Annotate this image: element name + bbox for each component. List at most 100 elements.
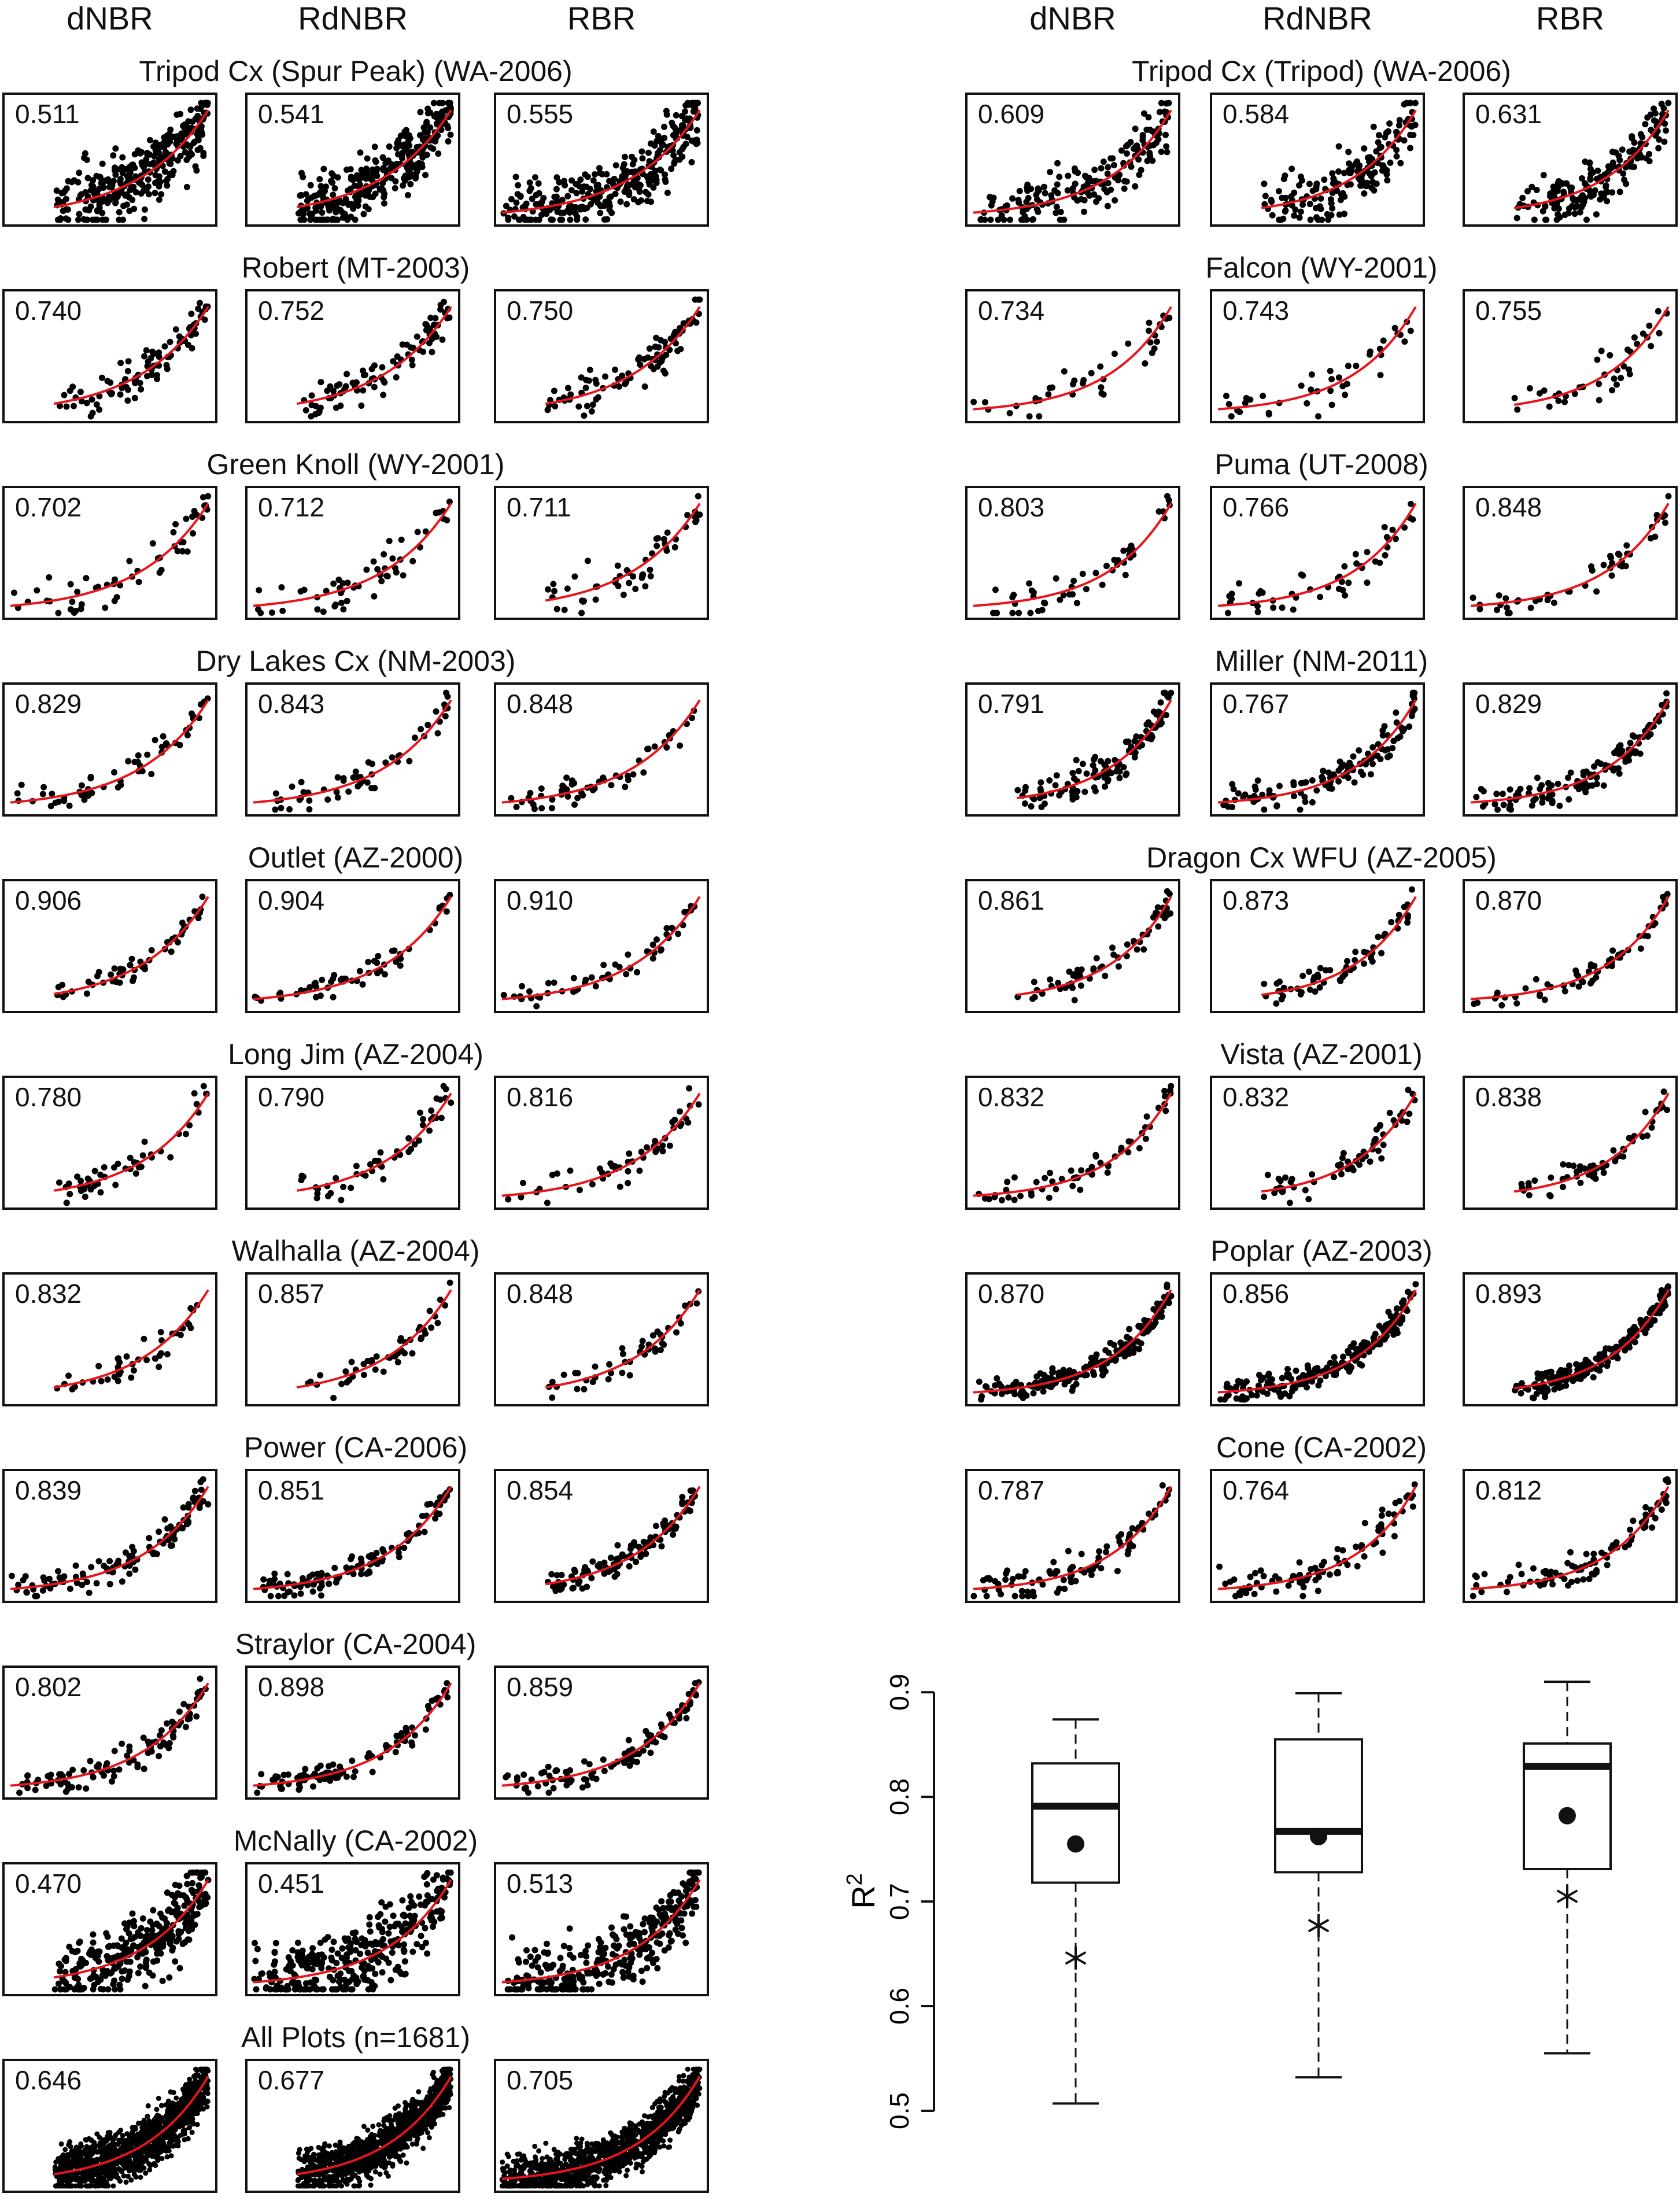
- data-point: [435, 117, 442, 124]
- data-point: [601, 216, 608, 223]
- data-point: [401, 1948, 408, 1955]
- data-point: [182, 2092, 188, 2097]
- data-point: [567, 216, 574, 223]
- data-point: [194, 131, 201, 138]
- data-point: [102, 1973, 109, 1979]
- scatter-panel-rbr: 0.513: [494, 1862, 709, 1996]
- data-point: [612, 162, 619, 169]
- data-point: [179, 548, 186, 555]
- data-point: [360, 211, 367, 217]
- data-point: [131, 2168, 137, 2174]
- data-point: [74, 588, 81, 595]
- data-point: [319, 976, 326, 983]
- data-point: [441, 1894, 448, 1901]
- data-point: [97, 173, 104, 180]
- data-point: [661, 1947, 668, 1954]
- data-point: [191, 1090, 198, 1097]
- data-point: [692, 296, 699, 303]
- data-point: [397, 132, 404, 139]
- data-point: [187, 106, 194, 113]
- data-point: [188, 311, 195, 317]
- data-point: [368, 365, 375, 372]
- data-point: [197, 1675, 204, 1682]
- r2-label: 0.829: [15, 689, 82, 719]
- data-point: [428, 1107, 435, 1114]
- data-point: [582, 385, 589, 392]
- data-point: [136, 379, 143, 386]
- data-point: [115, 1378, 121, 1384]
- data-point: [385, 1930, 392, 1937]
- data-point: [165, 2107, 171, 2113]
- data-point: [586, 1761, 593, 1768]
- data-point: [77, 389, 84, 396]
- data-point: [320, 216, 327, 223]
- data-point: [508, 195, 515, 202]
- data-point: [574, 216, 581, 223]
- data-point: [115, 1356, 121, 1362]
- data-point: [125, 758, 132, 765]
- data-point: [344, 597, 350, 604]
- data-point: [121, 2173, 127, 2178]
- data-point: [306, 797, 313, 804]
- data-point: [529, 195, 536, 202]
- data-point: [338, 1197, 345, 1203]
- data-point: [205, 493, 212, 500]
- data-point: [602, 1944, 609, 1951]
- data-point: [94, 2131, 100, 2137]
- data-point: [553, 1767, 560, 1774]
- data-point: [359, 981, 366, 988]
- data-point: [422, 1940, 429, 1947]
- data-point: [157, 1910, 164, 1917]
- data-point: [515, 1956, 522, 1963]
- data-point: [427, 144, 434, 151]
- data-point: [153, 1550, 160, 1557]
- data-point: [382, 1903, 389, 1910]
- data-point: [72, 2157, 77, 2163]
- data-point: [141, 206, 148, 213]
- data-point: [601, 1767, 608, 1774]
- fit-curve: [53, 896, 209, 995]
- data-point: [94, 208, 101, 215]
- data-point: [173, 133, 180, 140]
- data-point: [401, 1545, 408, 1552]
- data-point: [438, 1114, 445, 1121]
- data-point: [67, 387, 73, 394]
- data-point: [649, 550, 656, 557]
- data-point: [69, 599, 76, 605]
- data-point: [584, 1782, 591, 1789]
- data-point: [679, 153, 686, 160]
- data-point: [156, 1528, 162, 1535]
- data-point: [570, 974, 577, 981]
- data-point: [677, 1320, 684, 1327]
- data-point: [417, 1109, 423, 1116]
- data-point: [256, 587, 263, 594]
- data-point: [437, 1915, 444, 1922]
- data-point: [168, 2135, 174, 2140]
- data-point: [99, 1967, 106, 1974]
- data-point: [615, 1555, 622, 1562]
- data-point: [69, 2176, 75, 2181]
- fit-curve: [253, 1879, 452, 1984]
- data-point: [190, 1889, 197, 1896]
- data-point: [563, 1782, 570, 1789]
- data-point: [328, 1947, 335, 1953]
- data-point: [632, 585, 639, 592]
- data-point: [86, 2183, 91, 2189]
- data-point: [585, 377, 592, 384]
- data-point: [424, 1950, 431, 1957]
- data-point: [539, 1985, 546, 1992]
- data-point: [309, 1945, 316, 1952]
- data-point: [108, 971, 115, 978]
- data-point: [163, 2148, 169, 2154]
- data-point: [158, 1727, 165, 1734]
- data-point: [441, 298, 447, 305]
- r2-label: 0.848: [507, 1279, 574, 1309]
- data-point: [692, 519, 699, 526]
- data-point: [644, 745, 651, 752]
- data-point: [95, 1558, 102, 1565]
- data-point: [98, 2166, 104, 2172]
- data-point: [78, 782, 85, 789]
- data-point: [169, 1732, 176, 1739]
- r2-label: 0.802: [15, 1672, 82, 1702]
- data-point: [641, 383, 648, 390]
